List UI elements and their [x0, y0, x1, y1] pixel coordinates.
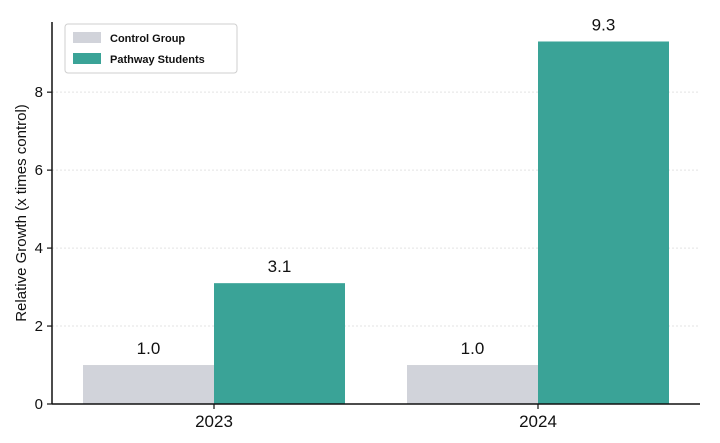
bar-control-group-2024	[407, 365, 538, 404]
x-tick-label: 2023	[195, 412, 233, 431]
bars	[83, 41, 669, 404]
data-labels: 1.0 3.1 1.0 9.3	[137, 15, 616, 358]
legend-label-control: Control Group	[110, 33, 185, 45]
legend-box	[64, 23, 238, 74]
legend-swatch-pathway	[73, 53, 101, 64]
legend-swatch-control	[73, 32, 101, 43]
data-label: 1.0	[461, 339, 485, 358]
legend-label-pathway: Pathway Students	[110, 54, 205, 66]
data-label: 3.1	[268, 257, 292, 276]
y-tick-label: 6	[35, 162, 43, 179]
x-axis-ticks: 2023 2024	[195, 404, 557, 431]
y-tick-label: 4	[35, 240, 43, 257]
data-label: 9.3	[592, 15, 616, 34]
y-tick-label: 0	[35, 396, 43, 413]
bar-pathway-students-2023	[214, 283, 345, 404]
y-tick-label: 2	[35, 318, 43, 335]
bar-control-group-2023	[83, 365, 214, 404]
data-label: 1.0	[137, 339, 161, 358]
y-axis-title: Relative Growth (x times control)	[13, 104, 30, 322]
bar-pathway-students-2024	[538, 41, 669, 404]
x-tick-label: 2024	[519, 412, 557, 431]
y-tick-label: 8	[35, 84, 43, 101]
legend: Control Group Pathway Students	[64, 23, 238, 74]
y-axis-ticks: 0 2 4 6 8	[35, 84, 52, 413]
